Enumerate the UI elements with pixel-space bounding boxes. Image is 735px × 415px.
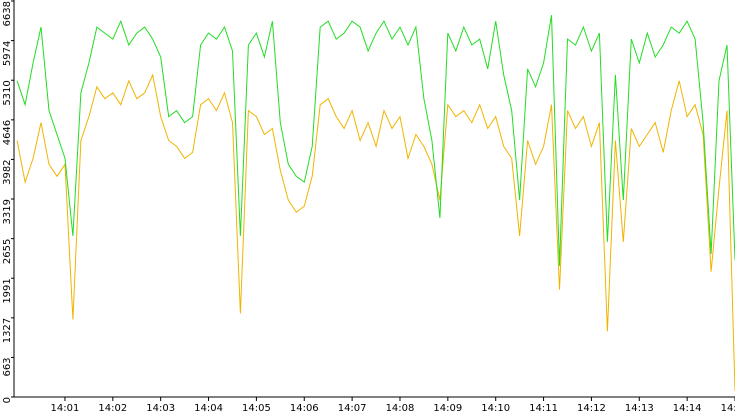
data-line: [16, 15, 735, 266]
y-tick-label: 1991: [2, 278, 13, 303]
x-tick-label: 14:08: [386, 403, 415, 414]
x-tick-label: 14:06: [290, 403, 319, 414]
x-tick-label: 14:05: [242, 403, 271, 414]
x-tick-label: 14:14: [673, 403, 702, 414]
y-tick-label: 5310: [2, 80, 13, 105]
data-line: [16, 73, 735, 392]
y-tick-label: 3982: [2, 159, 13, 184]
y-tick-label: 0: [2, 397, 13, 403]
x-tick-label: 14:01: [51, 403, 80, 414]
x-tick-label: 14:09: [433, 403, 462, 414]
x-tick-label: 14:15: [721, 403, 735, 414]
y-tick-label: 2655: [2, 239, 13, 264]
x-tick-label: 14:13: [625, 403, 654, 414]
y-tick-label: 663: [2, 357, 13, 376]
y-tick-label: 5974: [2, 41, 13, 66]
x-tick-label: 14:07: [338, 403, 367, 414]
x-tick-label: 14:12: [577, 403, 606, 414]
x-tick-label: 14:03: [146, 403, 175, 414]
x-tick-label: 14:02: [98, 403, 127, 414]
x-tick-label: 14:11: [529, 403, 558, 414]
y-tick-label: 6638: [2, 1, 13, 26]
x-tick-label: 14:04: [194, 403, 223, 414]
y-tick-label: 4646: [2, 120, 13, 145]
y-tick-label: 1327: [2, 318, 13, 343]
x-tick-label: 14:10: [481, 403, 510, 414]
y-tick-label: 3319: [2, 199, 13, 224]
